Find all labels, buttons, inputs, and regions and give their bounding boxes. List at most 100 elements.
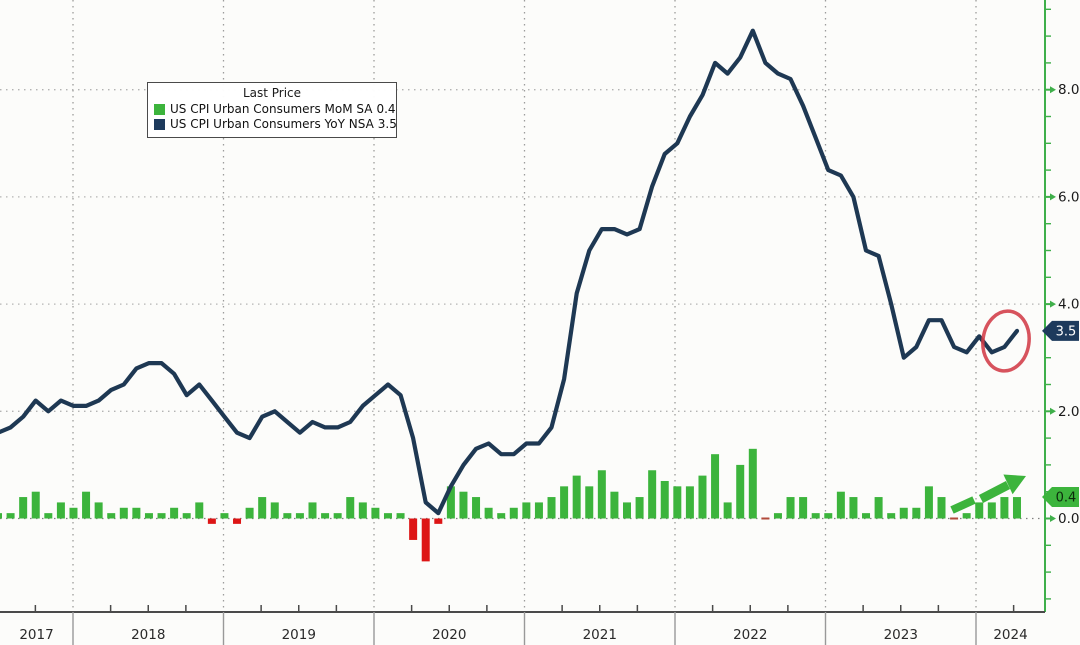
mom-bar-up: [547, 497, 556, 519]
mom-bar-up: [623, 502, 631, 519]
mom-bar-up: [698, 475, 707, 519]
x-year-label: 2022: [733, 627, 767, 643]
legend-swatch-yoy-icon: [154, 119, 165, 130]
legend-item-yoy: US CPI Urban Consumers YoY NSA 3.5: [154, 117, 397, 132]
mom-bar-up: [962, 513, 971, 519]
legend-value-mom: 0.4: [376, 102, 396, 116]
mom-bar-up: [19, 497, 28, 519]
mom-bar-up: [1000, 497, 1009, 519]
y-tick-label: 4.0: [1058, 297, 1079, 313]
legend-item-mom: US CPI Urban Consumers MoM SA 0.4: [154, 102, 396, 117]
yoy-line: [0, 28, 1020, 516]
mom-bar-up: [383, 513, 392, 519]
mom-bar-up: [635, 497, 644, 519]
mom-bar-up: [736, 464, 745, 519]
mom-bar-up: [195, 502, 204, 519]
mom-bar-up: [56, 502, 65, 519]
mom-bar-up: [333, 513, 342, 519]
mom-bar-up: [786, 497, 795, 519]
mom-bar-down: [409, 518, 418, 540]
y-tick-arrow-icon: [1050, 407, 1056, 415]
mom-bar-up: [597, 470, 606, 519]
y-tick-label: 8.0: [1058, 82, 1079, 98]
mom-bar-up: [673, 486, 682, 519]
x-year-label: 2018: [131, 627, 165, 643]
y-tick-arrow-icon: [1050, 86, 1056, 94]
mom-bar-down: [434, 518, 443, 524]
mom-bar-up: [346, 497, 355, 519]
mom-bar-up: [975, 502, 984, 519]
mom-bar-up: [723, 502, 732, 519]
last-price-badge: [1042, 320, 1079, 341]
legend-title: Last Price: [242, 86, 302, 100]
mom-bar-zero: [761, 517, 770, 520]
mom-bar-down: [207, 518, 216, 524]
mom-bar-up: [157, 513, 166, 519]
mom-bar-down: [233, 518, 242, 524]
mom-bar-up: [748, 448, 757, 519]
mom-bar-up: [924, 486, 933, 519]
mom-bar-up: [396, 513, 405, 519]
mom-bar-up: [69, 507, 78, 519]
mom-bar-up: [182, 513, 191, 519]
mom-bar-up: [31, 491, 40, 519]
mom-bar-up: [534, 502, 543, 519]
x-year-label: 2021: [583, 627, 617, 643]
mom-bar-up: [522, 502, 531, 519]
mom-bar-up: [572, 475, 581, 519]
mom-bar-up: [987, 502, 996, 519]
mom-bar-up: [459, 491, 468, 519]
mom-bar-up: [937, 497, 946, 519]
mom-bar-up: [811, 513, 820, 519]
legend-value-yoy: 3.5: [377, 117, 397, 131]
mom-bar-up: [660, 480, 669, 519]
chart-legend: Last Price US CPI Urban Consumers MoM SA…: [147, 82, 397, 138]
y-tick-label: 2.0: [1058, 404, 1079, 420]
y-tick-label: 0.0: [1058, 511, 1079, 527]
mom-bar-up: [6, 513, 15, 519]
mom-bar-up: [107, 513, 116, 519]
mom-bar-up: [887, 513, 896, 519]
mom-bar-up: [132, 507, 141, 519]
mom-bar-up: [258, 497, 267, 519]
mom-bar-up: [270, 502, 279, 519]
trend-arrow-body-icon: [978, 481, 1011, 503]
mom-bar-up: [497, 513, 506, 519]
x-year-label: 2019: [282, 627, 316, 643]
last-price-badge: [1042, 487, 1079, 508]
mom-bar-up: [585, 486, 594, 519]
mom-bar-up: [799, 497, 808, 519]
trend-arrow-tail-icon: [950, 496, 976, 514]
mom-bar-up: [170, 507, 179, 519]
mom-bar-up: [321, 513, 330, 519]
mom-bar-up: [610, 491, 619, 519]
mom-bar-up: [899, 507, 908, 519]
mom-bar-up: [119, 507, 128, 519]
mom-bar-up: [711, 454, 720, 519]
legend-swatch-mom-icon: [154, 104, 165, 115]
mom-bar-up: [824, 513, 833, 519]
last-price-badge-text: 3.5: [1056, 324, 1077, 339]
mom-bar-up: [446, 486, 455, 519]
mom-bar-up: [773, 513, 782, 519]
mom-bar-up: [560, 486, 569, 519]
mom-bar-up: [371, 507, 380, 519]
mom-bar-up: [484, 507, 493, 519]
last-price-badge-text: 0.4: [1056, 491, 1077, 506]
x-year-label: 2023: [884, 627, 918, 643]
mom-bar-up: [648, 470, 657, 519]
mom-bar-up: [82, 491, 91, 519]
x-year-label: 2024: [993, 627, 1027, 643]
mom-bar-up: [862, 513, 871, 519]
trend-arrow-head-icon: [1003, 474, 1026, 495]
mom-bar-up: [245, 507, 254, 519]
mom-bar-up: [220, 513, 229, 519]
mom-bar-up: [358, 502, 367, 519]
mom-bar-up: [685, 486, 694, 519]
mom-bar-up: [283, 513, 292, 519]
y-tick-label: 6.0: [1058, 189, 1079, 205]
mom-bar-up: [849, 497, 858, 519]
mom-bar-up: [472, 497, 481, 519]
